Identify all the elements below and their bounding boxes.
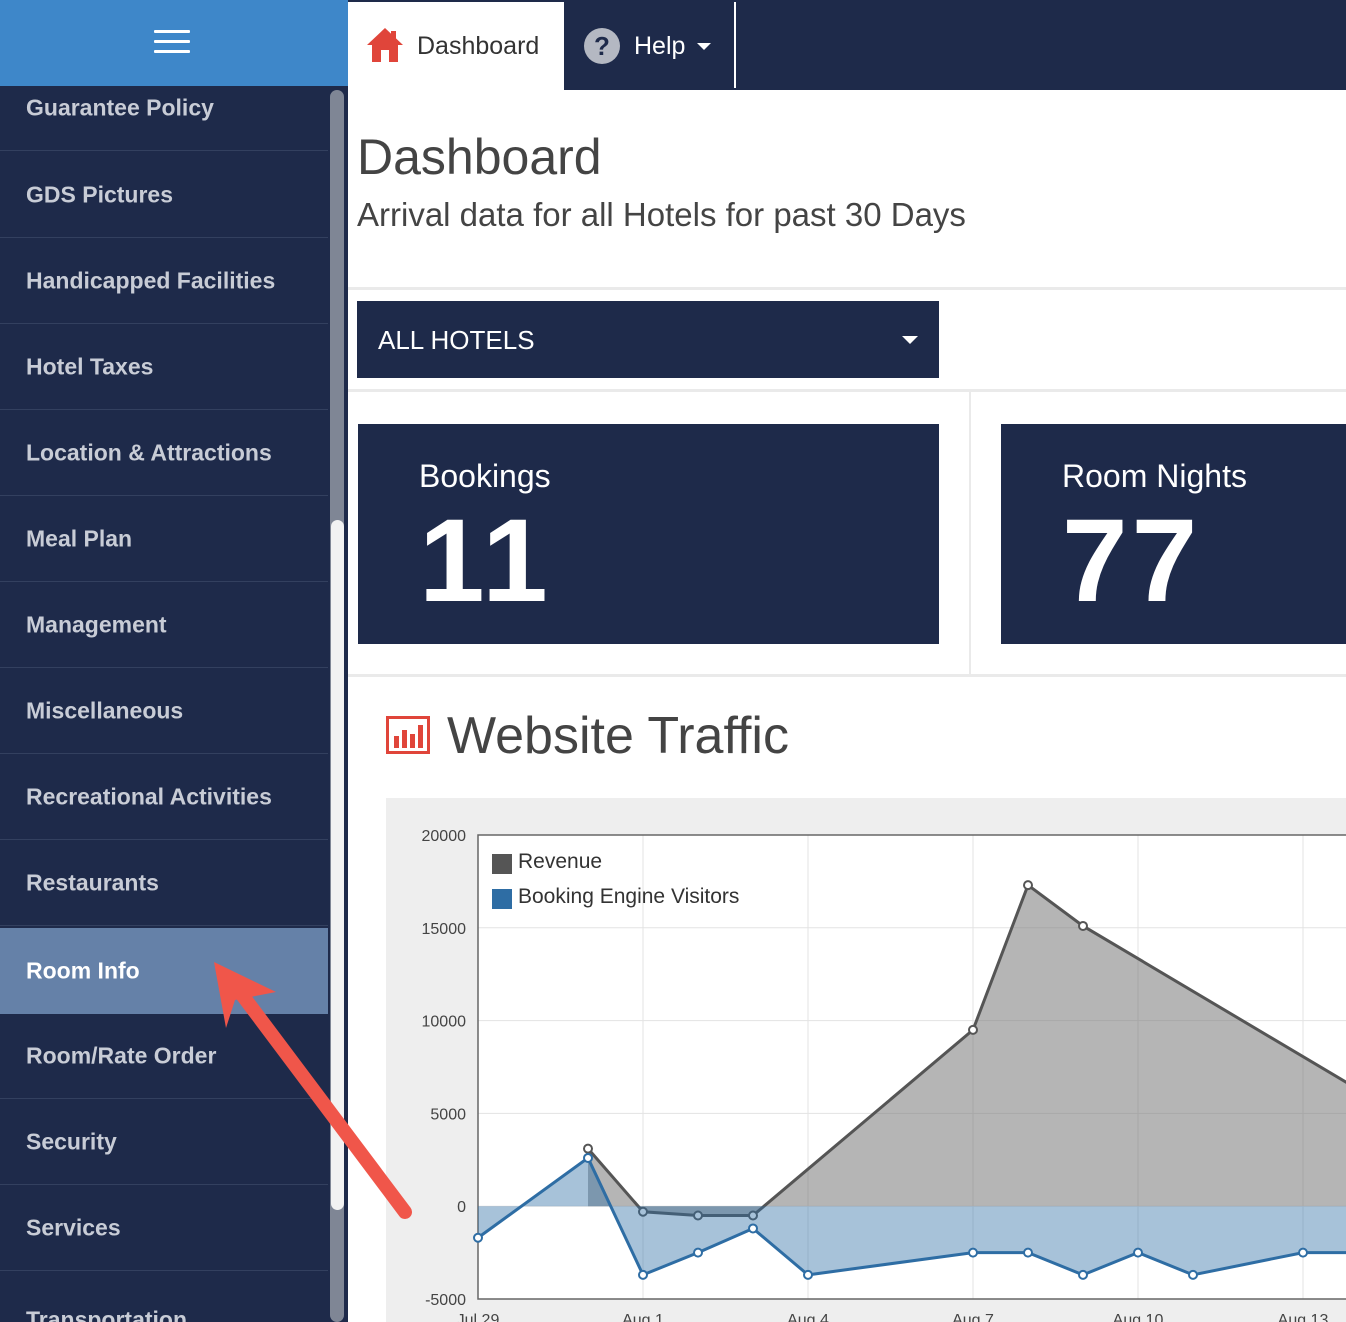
sidebar-item-miscellaneous[interactable]: Miscellaneous — [0, 669, 328, 754]
y-tick-label: 10000 — [422, 1014, 467, 1031]
legend-label: Booking Engine Visitors — [518, 885, 740, 908]
sidebar-item-label: Room/Rate Order — [26, 1042, 217, 1069]
room-nights-card: Room Nights 77 — [1001, 424, 1346, 644]
bookings-value: 11 — [419, 495, 552, 627]
sidebar-item-label: Room Info — [26, 957, 140, 984]
room-nights-label: Room Nights — [1062, 458, 1247, 494]
sidebar-item-label: Hotel Taxes — [26, 353, 154, 380]
data-point — [968, 1024, 978, 1035]
sidebar-menu: Guarantee Policy GDS Pictures Handicappe… — [0, 86, 328, 1322]
sidebar-item-label: Guarantee Policy — [26, 94, 214, 121]
plot-border — [477, 834, 1346, 1300]
sidebar-item-label: Restaurants — [26, 869, 159, 896]
sidebar-item-hotel-taxes[interactable]: Hotel Taxes — [0, 325, 328, 410]
sidebar-item-restaurants[interactable]: Restaurants — [0, 841, 328, 926]
divider — [348, 674, 1346, 677]
sidebar-item-label: Recreational Activities — [26, 783, 272, 810]
divider — [348, 389, 1346, 392]
sidebar-item-label: Meal Plan — [26, 525, 133, 552]
sidebar-item-management[interactable]: Management — [0, 583, 328, 668]
series-area-visitors — [478, 1157, 1346, 1275]
data-point — [1188, 1269, 1198, 1280]
y-tick-label: -5000 — [425, 1292, 466, 1309]
bar-chart-icon — [386, 716, 430, 754]
sidebar-item-label: Location & Attractions — [26, 439, 272, 466]
sidebar-item-recreational-activities[interactable]: Recreational Activities — [0, 755, 328, 840]
data-point — [693, 1210, 703, 1221]
y-tick-label: 5000 — [430, 1106, 466, 1123]
sidebar-scroll-thumb[interactable] — [331, 520, 344, 1210]
data-point — [748, 1223, 758, 1234]
traffic-chart: 20000 15000 10000 5000 0 -5000 Jul 29 Aug 1 Aug … — [386, 798, 1346, 1322]
tab-dashboard[interactable]: Dashboard — [348, 2, 564, 90]
sidebar-item-location-attractions[interactable]: Location & Attractions — [0, 411, 328, 496]
data-point — [638, 1206, 648, 1217]
question-circle-icon: ? — [584, 28, 620, 64]
data-point — [638, 1269, 648, 1280]
y-tick-label: 20000 — [422, 828, 467, 845]
traffic-title: Website Traffic — [447, 707, 789, 765]
data-point — [803, 1269, 813, 1280]
data-point — [583, 1152, 593, 1163]
y-tick-label: 15000 — [422, 921, 467, 938]
caret-down-icon — [902, 336, 918, 344]
bookings-label: Bookings — [419, 458, 551, 494]
room-nights-value: 77 — [1062, 495, 1202, 627]
caret-down-icon — [697, 43, 711, 50]
tab-dashboard-label: Dashboard — [417, 32, 540, 60]
x-tick-label: Aug 4 — [787, 1312, 829, 1322]
data-point — [1298, 1247, 1308, 1258]
legend-swatch — [492, 854, 512, 874]
hotel-select-value: ALL HOTELS — [378, 325, 535, 355]
sidebar-item-guarantee-policy[interactable]: Guarantee Policy — [0, 86, 328, 151]
sidebar-item-label: GDS Pictures — [26, 181, 173, 208]
data-point — [748, 1210, 758, 1221]
data-point — [1023, 1247, 1033, 1258]
sidebar-item-label: Transportation — [26, 1306, 188, 1322]
x-tick-label: Jul 29 — [457, 1312, 500, 1322]
data-point — [1078, 1269, 1088, 1280]
series-line-revenue — [586, 882, 1346, 1217]
data-point — [473, 1232, 483, 1243]
sidebar-item-transportation[interactable]: Transportation — [0, 1272, 328, 1322]
sidebar-item-handicapped-facilities[interactable]: Handicapped Facilities — [0, 239, 328, 324]
sidebar-item-security[interactable]: Security — [0, 1100, 328, 1185]
x-tick-label: Aug 13 — [1278, 1312, 1329, 1322]
page-subtitle: Arrival data for all Hotels for past 30 … — [357, 196, 966, 233]
sidebar-item-room-info[interactable]: Room Info — [0, 928, 328, 1014]
sidebar-item-gds-pictures[interactable]: GDS Pictures — [0, 153, 328, 238]
chart-canvas: 20000 15000 10000 5000 0 -5000 Jul 29 Aug 1 Aug … — [422, 828, 1346, 1322]
hotel-select[interactable]: ALL HOTELS — [357, 301, 939, 378]
sidebar-item-meal-plan[interactable]: Meal Plan — [0, 497, 328, 582]
y-tick-label: 0 — [457, 1199, 466, 1216]
x-tick-label: Aug 7 — [952, 1312, 994, 1322]
series-area-revenue — [588, 885, 1346, 1216]
data-point — [1078, 920, 1088, 931]
divider — [969, 392, 971, 676]
data-point — [583, 1143, 593, 1154]
sidebar-item-label: Security — [26, 1128, 117, 1155]
hamburger-icon[interactable] — [154, 30, 190, 54]
page-title: Dashboard — [357, 129, 602, 185]
sidebar-item-label: Miscellaneous — [26, 697, 184, 724]
data-point — [693, 1247, 703, 1258]
data-point — [968, 1247, 978, 1258]
x-tick-label: Aug 10 — [1113, 1312, 1164, 1322]
divider — [348, 287, 1346, 290]
sidebar-item-label: Handicapped Facilities — [26, 267, 276, 294]
sidebar-item-label: Services — [26, 1214, 121, 1241]
legend-label: Revenue — [518, 850, 603, 873]
help-label: Help — [634, 32, 686, 60]
bookings-card: Bookings 11 — [358, 424, 939, 644]
sidebar-header — [0, 0, 348, 86]
x-tick-label: Aug 1 — [622, 1312, 664, 1322]
legend-swatch — [492, 889, 512, 909]
help-menu[interactable]: ? Help — [566, 2, 736, 88]
sidebar-item-label: Management — [26, 611, 167, 638]
sidebar-item-room-rate-order[interactable]: Room/Rate Order — [0, 1014, 328, 1099]
home-icon — [367, 28, 403, 62]
data-point — [1133, 1247, 1143, 1258]
sidebar-item-services[interactable]: Services — [0, 1186, 328, 1271]
data-point — [1023, 880, 1033, 891]
